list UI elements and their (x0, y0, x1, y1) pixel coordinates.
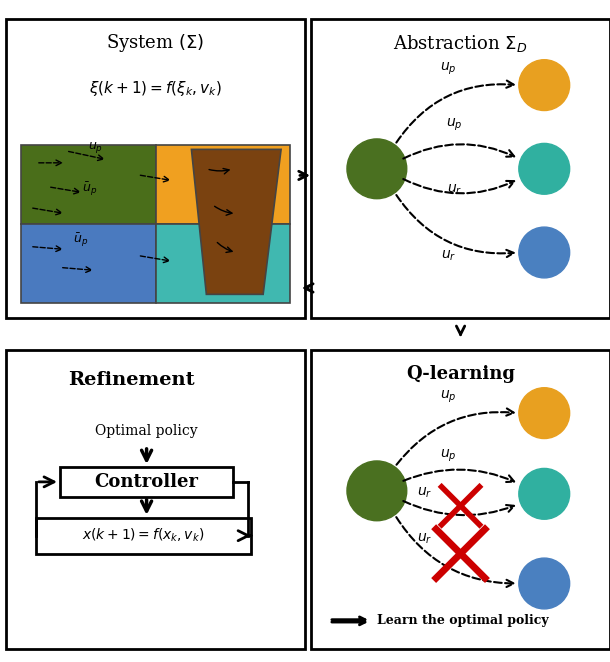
Text: Refinement: Refinement (68, 371, 195, 389)
Bar (21, 145, 156, 224)
Text: Learn the optimal policy: Learn the optimal policy (377, 614, 548, 628)
Text: $u_r$: $u_r$ (417, 532, 432, 546)
Polygon shape (192, 150, 281, 295)
Text: $\xi(k+1) = f(\xi_k, v_k)$: $\xi(k+1) = f(\xi_k, v_k)$ (89, 79, 222, 97)
Circle shape (519, 144, 570, 194)
Bar (60, 467, 233, 496)
Text: $\bar{u}_p$: $\bar{u}_p$ (82, 181, 98, 199)
Bar (156, 224, 290, 303)
Text: $u_r$: $u_r$ (447, 183, 462, 197)
Circle shape (347, 461, 407, 521)
Text: $u_p$: $u_p$ (440, 60, 457, 77)
Circle shape (519, 227, 570, 278)
FancyArrowPatch shape (396, 81, 514, 142)
Text: Optimal policy: Optimal policy (95, 424, 198, 438)
Text: $u_r$: $u_r$ (417, 485, 432, 500)
Bar (21, 224, 156, 303)
Circle shape (519, 469, 570, 519)
FancyArrowPatch shape (332, 617, 365, 622)
FancyArrowPatch shape (142, 449, 151, 460)
FancyArrowPatch shape (403, 469, 514, 482)
Text: Q-learning: Q-learning (406, 365, 515, 383)
FancyArrowPatch shape (39, 477, 54, 487)
Bar (156, 145, 290, 224)
FancyArrowPatch shape (403, 144, 514, 159)
Text: $u_p$: $u_p$ (447, 117, 463, 133)
Text: $\bar{u}_p$: $\bar{u}_p$ (73, 232, 88, 250)
Text: $x(k+1) = f(x_k, v_k)$: $x(k+1) = f(x_k, v_k)$ (82, 527, 205, 544)
FancyArrowPatch shape (396, 195, 514, 257)
Bar (36, 518, 251, 553)
FancyArrowPatch shape (142, 500, 151, 511)
FancyArrowPatch shape (238, 531, 251, 541)
Circle shape (519, 60, 570, 111)
FancyArrowPatch shape (403, 501, 514, 515)
FancyArrowPatch shape (396, 517, 514, 587)
FancyArrowPatch shape (332, 619, 365, 625)
Text: Abstraction $\Sigma_D$: Abstraction $\Sigma_D$ (393, 33, 528, 54)
FancyArrowPatch shape (403, 179, 514, 193)
Text: Controller: Controller (95, 473, 199, 491)
Circle shape (519, 558, 570, 609)
Text: $u_p$: $u_p$ (88, 140, 103, 156)
Text: $u_p$: $u_p$ (440, 389, 457, 404)
Circle shape (519, 388, 570, 438)
Text: System $(\Sigma)$: System $(\Sigma)$ (106, 32, 205, 54)
Text: $u_r$: $u_r$ (441, 248, 456, 263)
Text: $u_p$: $u_p$ (440, 448, 457, 464)
FancyArrowPatch shape (396, 408, 514, 465)
Circle shape (347, 139, 407, 199)
